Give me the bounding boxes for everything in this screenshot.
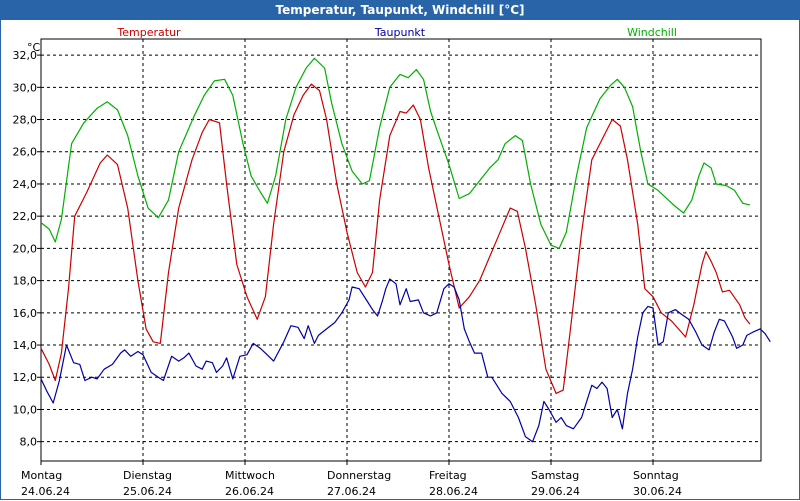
chart-title: Temperatur, Taupunkt, Windchill [°C] bbox=[1, 1, 799, 20]
y-tick-label: 28,0 bbox=[13, 114, 38, 127]
x-tick-date-label: 30.06.24 bbox=[633, 485, 682, 498]
axes: 8,0 10,0 12,0 14,0 16,0 18,0 20,0 22,0 24,0 26,0 2… bbox=[13, 38, 762, 498]
x-tick-day-label: Mittwoch bbox=[225, 469, 275, 482]
grid-lines bbox=[41, 39, 761, 461]
y-tick-label: 24,0 bbox=[13, 178, 38, 191]
y-axis-unit: °C bbox=[27, 41, 41, 54]
x-tick-day-label: Samstag bbox=[531, 469, 579, 482]
x-tick-date-label: 29.06.24 bbox=[531, 485, 580, 498]
x-tick-day-label: Sonntag bbox=[633, 469, 679, 482]
y-tick-label: 20,0 bbox=[13, 242, 38, 255]
x-tick-date-label: 28.06.24 bbox=[429, 485, 478, 498]
plot-border bbox=[40, 38, 762, 462]
series-line-taupunkt bbox=[40, 278, 771, 443]
x-tick-day-label: Montag bbox=[21, 469, 62, 482]
legend-label-taupunkt: Taupunkt bbox=[374, 26, 426, 39]
x-tick-day-label: Dienstag bbox=[123, 469, 172, 482]
x-tick-day-label: Donnerstag bbox=[327, 469, 391, 482]
x-tick-date-label: 26.06.24 bbox=[225, 485, 274, 498]
y-tick-label: 18,0 bbox=[13, 275, 38, 288]
y-tick-label: 26,0 bbox=[13, 146, 38, 159]
series-lines bbox=[40, 57, 771, 443]
x-tick-day-label: Freitag bbox=[429, 469, 467, 482]
legend-label-windchill: Windchill bbox=[627, 26, 677, 39]
y-tick-label: 10,0 bbox=[13, 403, 38, 416]
y-tick-label: 30,0 bbox=[13, 81, 38, 94]
y-tick-label: 8,0 bbox=[20, 436, 38, 449]
y-tick-label: 16,0 bbox=[13, 307, 38, 320]
legend-label-temperatur: Temperatur bbox=[116, 26, 181, 39]
y-tick-label: 22,0 bbox=[13, 210, 38, 223]
x-tick-date-label: 25.06.24 bbox=[123, 485, 172, 498]
x-tick-date-label: 24.06.24 bbox=[21, 485, 70, 498]
series-line-windchill bbox=[40, 57, 751, 249]
y-tick-label: 32,0 bbox=[13, 49, 38, 62]
y-tick-label: 14,0 bbox=[13, 339, 38, 352]
x-tick-date-label: 27.06.24 bbox=[327, 485, 376, 498]
series-line-temperatur bbox=[40, 83, 751, 394]
y-tick-label: 12,0 bbox=[13, 371, 38, 384]
legend: Windchill Temperatur Taupunkt bbox=[116, 26, 677, 39]
